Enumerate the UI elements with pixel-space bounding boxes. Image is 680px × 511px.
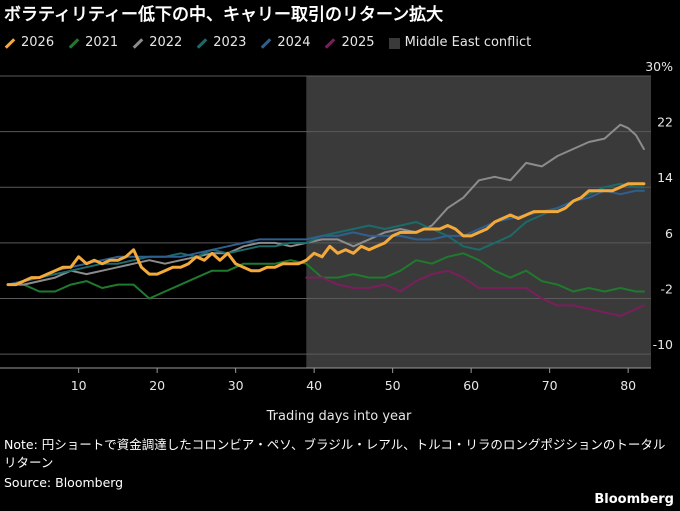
series-line-2023 <box>7 182 645 286</box>
legend-label: 2022 <box>149 35 183 50</box>
x-tick-label: 50 <box>385 378 401 393</box>
y-tick-label: -2 <box>661 281 673 296</box>
legend-line-icon <box>196 37 208 49</box>
x-tick-label: 20 <box>149 378 165 393</box>
x-tick-label: 80 <box>620 378 636 393</box>
y-tick-label: 22 <box>657 115 673 130</box>
legend-line-icon <box>325 37 336 49</box>
bloomberg-logo: Bloomberg <box>594 492 674 507</box>
series-line-2025 <box>305 269 645 317</box>
legend-item-2: 2022 <box>132 34 182 52</box>
x-axis-title: Trading days into year <box>266 409 412 424</box>
series-line-2021 <box>7 252 645 300</box>
y-tick-label: 14 <box>657 170 673 185</box>
legend-line-icon <box>261 37 272 49</box>
legend-line-icon <box>4 37 16 49</box>
middle-east-conflict-region <box>306 76 651 368</box>
legend-item-4: 2024 <box>260 34 310 52</box>
series-line-2026 <box>6 182 646 287</box>
legend-item-6: Middle East conflict <box>388 34 532 52</box>
legend-label: Middle East conflict <box>404 35 532 50</box>
x-tick-label: 10 <box>71 378 87 393</box>
legend-line-icon <box>132 37 144 49</box>
x-tick-label: 40 <box>306 378 322 393</box>
y-tick-label: -10 <box>653 337 673 352</box>
legend-label: 2023 <box>213 35 247 50</box>
legend-label: 2026 <box>21 35 55 50</box>
y-tick-label: 30% <box>645 59 673 74</box>
x-tick-label: 30 <box>228 378 244 393</box>
chart-source: Source: Bloomberg <box>4 475 124 490</box>
legend-item-0: 2026 <box>4 34 54 52</box>
legend-box-icon <box>388 37 400 49</box>
x-tick-label: 70 <box>542 378 558 393</box>
legend-line-icon <box>68 37 80 49</box>
chart-title: ボラティリティー低下の中、キャリー取引のリターン拡大 <box>4 5 444 25</box>
legend-item-3: 2023 <box>196 34 246 52</box>
legend-label: 2021 <box>85 35 119 50</box>
legend-label: 2024 <box>277 35 311 50</box>
line-chart: 30% 22 14 6 -2 -10 10 20 30 40 50 60 70 80 Trading day… <box>0 59 673 424</box>
legend: 2026 2021 2022 2023 2024 2025 Middle East conf… <box>4 34 676 52</box>
legend-item-1: 2021 <box>68 34 118 52</box>
chart-note: Note: 円ショートで資金調達したコロンビア・ペソ、ブラジル・レアル、トルコ・… <box>4 437 666 470</box>
x-tick-label: 60 <box>463 378 479 393</box>
y-tick-label: 6 <box>665 226 673 241</box>
legend-item-5: 2025 <box>324 34 375 52</box>
series-line-2022 <box>7 123 645 286</box>
legend-label: 2025 <box>341 35 375 50</box>
